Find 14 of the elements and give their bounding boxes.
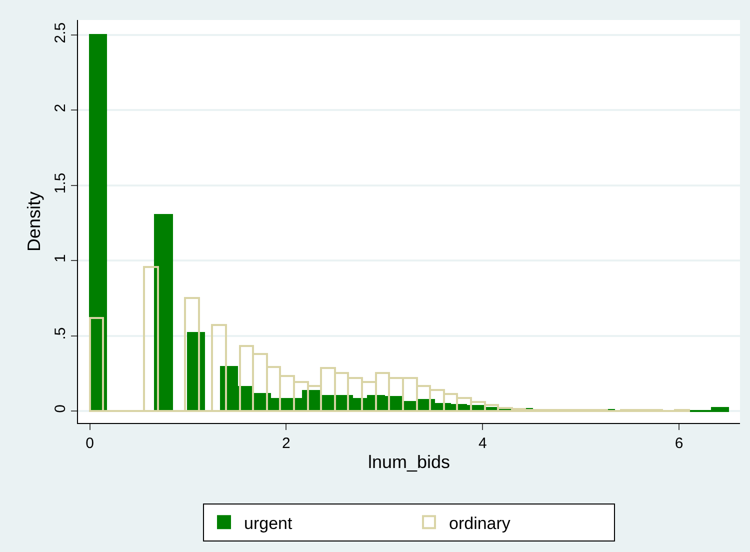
x-axis-title: lnum_bids	[368, 452, 450, 472]
y-tick-label: 2	[52, 104, 69, 112]
x-tick-label: 0	[86, 435, 94, 452]
y-axis-title: Density	[24, 191, 44, 252]
y-tick-label: .5	[52, 327, 69, 340]
legend-label: ordinary	[449, 514, 511, 533]
legend-label: urgent	[244, 514, 292, 533]
y-tick-label: 1.5	[52, 172, 69, 194]
x-tick-label: 2	[282, 435, 290, 452]
x-tick-label: 6	[674, 435, 684, 452]
y-tick-label: 2.5	[52, 22, 69, 44]
y-tick-label: 0	[52, 404, 69, 413]
x-tick-label: 4	[478, 435, 487, 452]
y-tick-label: 1	[52, 254, 69, 263]
